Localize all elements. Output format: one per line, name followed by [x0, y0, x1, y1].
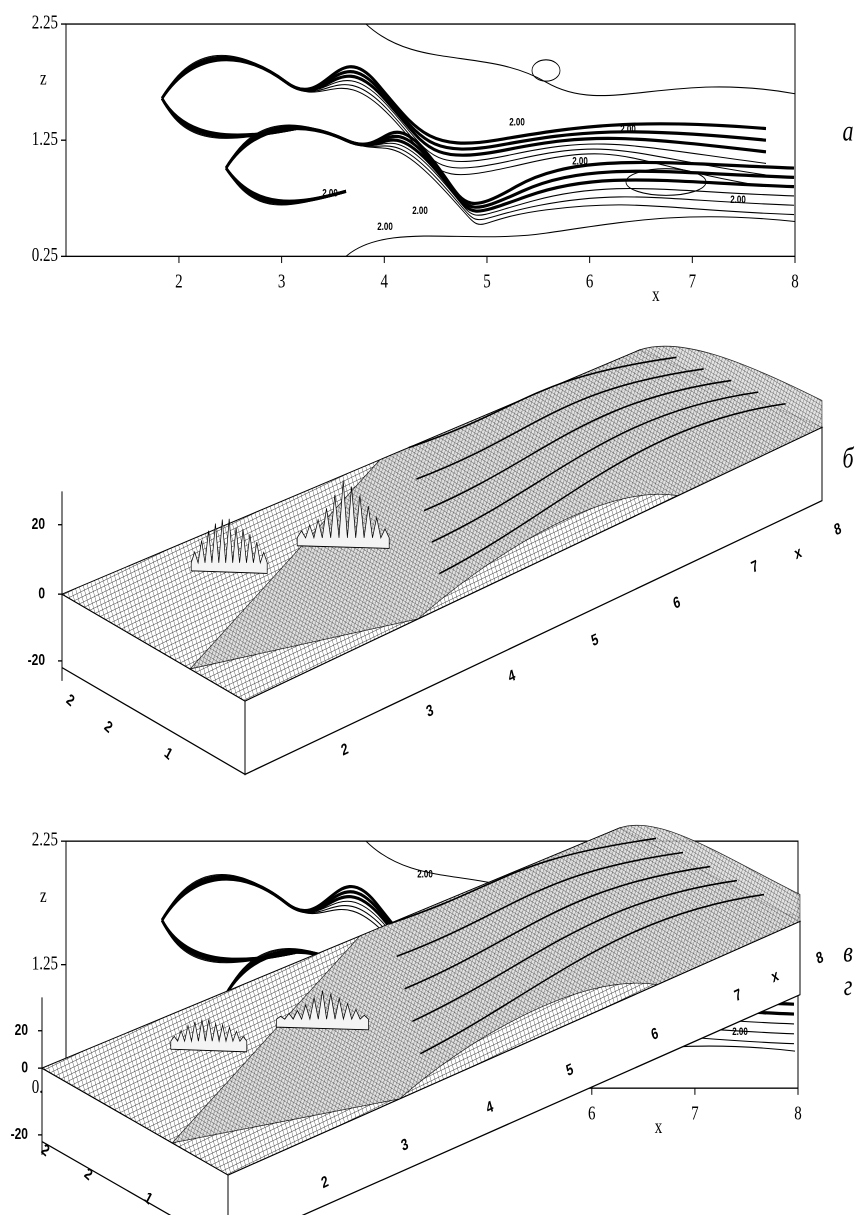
- contour-label: 2.00: [572, 154, 588, 166]
- contour-line: [346, 217, 795, 257]
- contour-line: [162, 56, 766, 175]
- x-tick-label: 3: [424, 700, 435, 720]
- figure: 2.25 1.25 0.25 z 2 3 4 5 6 7 8 x 2.00 2.00 2.00 2.00 2.0…: [0, 0, 867, 1215]
- z-tick-label: 0: [38, 584, 45, 602]
- x-tick-label: 5: [589, 629, 600, 649]
- x-tick-label: 8: [832, 519, 843, 539]
- contour-label: 2.00: [620, 122, 636, 134]
- contour-line: [162, 920, 296, 960]
- y-tick-label: 2.25: [32, 11, 58, 34]
- contour-line: [162, 98, 296, 138]
- contour-line: [162, 60, 766, 144]
- contour-label: 2.00: [417, 867, 433, 879]
- x-title: x: [652, 283, 660, 306]
- x-tick-label: 2: [175, 270, 182, 293]
- z-tick-label: 20: [32, 514, 45, 532]
- x-tick-label: 7: [691, 1101, 699, 1124]
- contour-line: [162, 55, 766, 186]
- y-title: z: [40, 884, 47, 907]
- contour-label: 2.00: [377, 220, 393, 232]
- x-tick-label: 5: [483, 270, 491, 293]
- contour-label: 2.00: [730, 193, 746, 205]
- x-title: x: [792, 542, 803, 562]
- contour-line: [532, 60, 560, 81]
- panel-label: б: [842, 441, 854, 474]
- x-tick-label: 3: [278, 270, 286, 293]
- x-tick-label: 6: [588, 1101, 596, 1124]
- y-tick-label: 2: [102, 717, 115, 737]
- x-tick-label: 4: [506, 666, 517, 686]
- contours: [162, 24, 795, 256]
- x-tick-label: 6: [671, 592, 682, 612]
- x-tick-label: 8: [794, 1101, 802, 1124]
- x-tick-label: 7: [689, 270, 697, 293]
- contour-label: 2.00: [509, 115, 525, 127]
- panel-label: г: [844, 969, 853, 1002]
- panel-label: а: [843, 114, 854, 147]
- z-tick-label: -20: [28, 650, 45, 668]
- x-title: x: [655, 1115, 663, 1138]
- y-tick-label: 2: [39, 1140, 52, 1160]
- y-tick-label: 2: [64, 690, 77, 710]
- y-tick-label: 1: [162, 743, 175, 763]
- y-tick-label: 2.25: [32, 828, 58, 851]
- contour-line: [162, 98, 296, 137]
- contour-line: [366, 24, 795, 96]
- y-tick-label: 1.25: [32, 951, 58, 974]
- z-tick-label: 20: [15, 1020, 28, 1038]
- y-tick-label: 0.25: [32, 243, 58, 266]
- x-tick-label: 4: [381, 270, 389, 293]
- y-tick-label: 1.25: [32, 127, 58, 150]
- y-tick-label: 2: [82, 1164, 95, 1184]
- contour-label: 2.00: [732, 1025, 748, 1037]
- x-tick-label: 2: [339, 739, 350, 759]
- z-tick-label: 0: [21, 1058, 28, 1076]
- y-title: z: [40, 67, 47, 90]
- x-tick-label: 6: [586, 270, 594, 293]
- x-tick-label: 8: [814, 947, 825, 967]
- contour-label: 2.00: [322, 186, 338, 198]
- x-tick-label: 7: [749, 556, 760, 576]
- z-tick-label: -20: [11, 1124, 28, 1142]
- x-tick-label: 8: [791, 270, 799, 293]
- panel-label: в: [843, 935, 853, 968]
- contour-line: [162, 920, 296, 963]
- contour-label: 2.00: [412, 204, 428, 216]
